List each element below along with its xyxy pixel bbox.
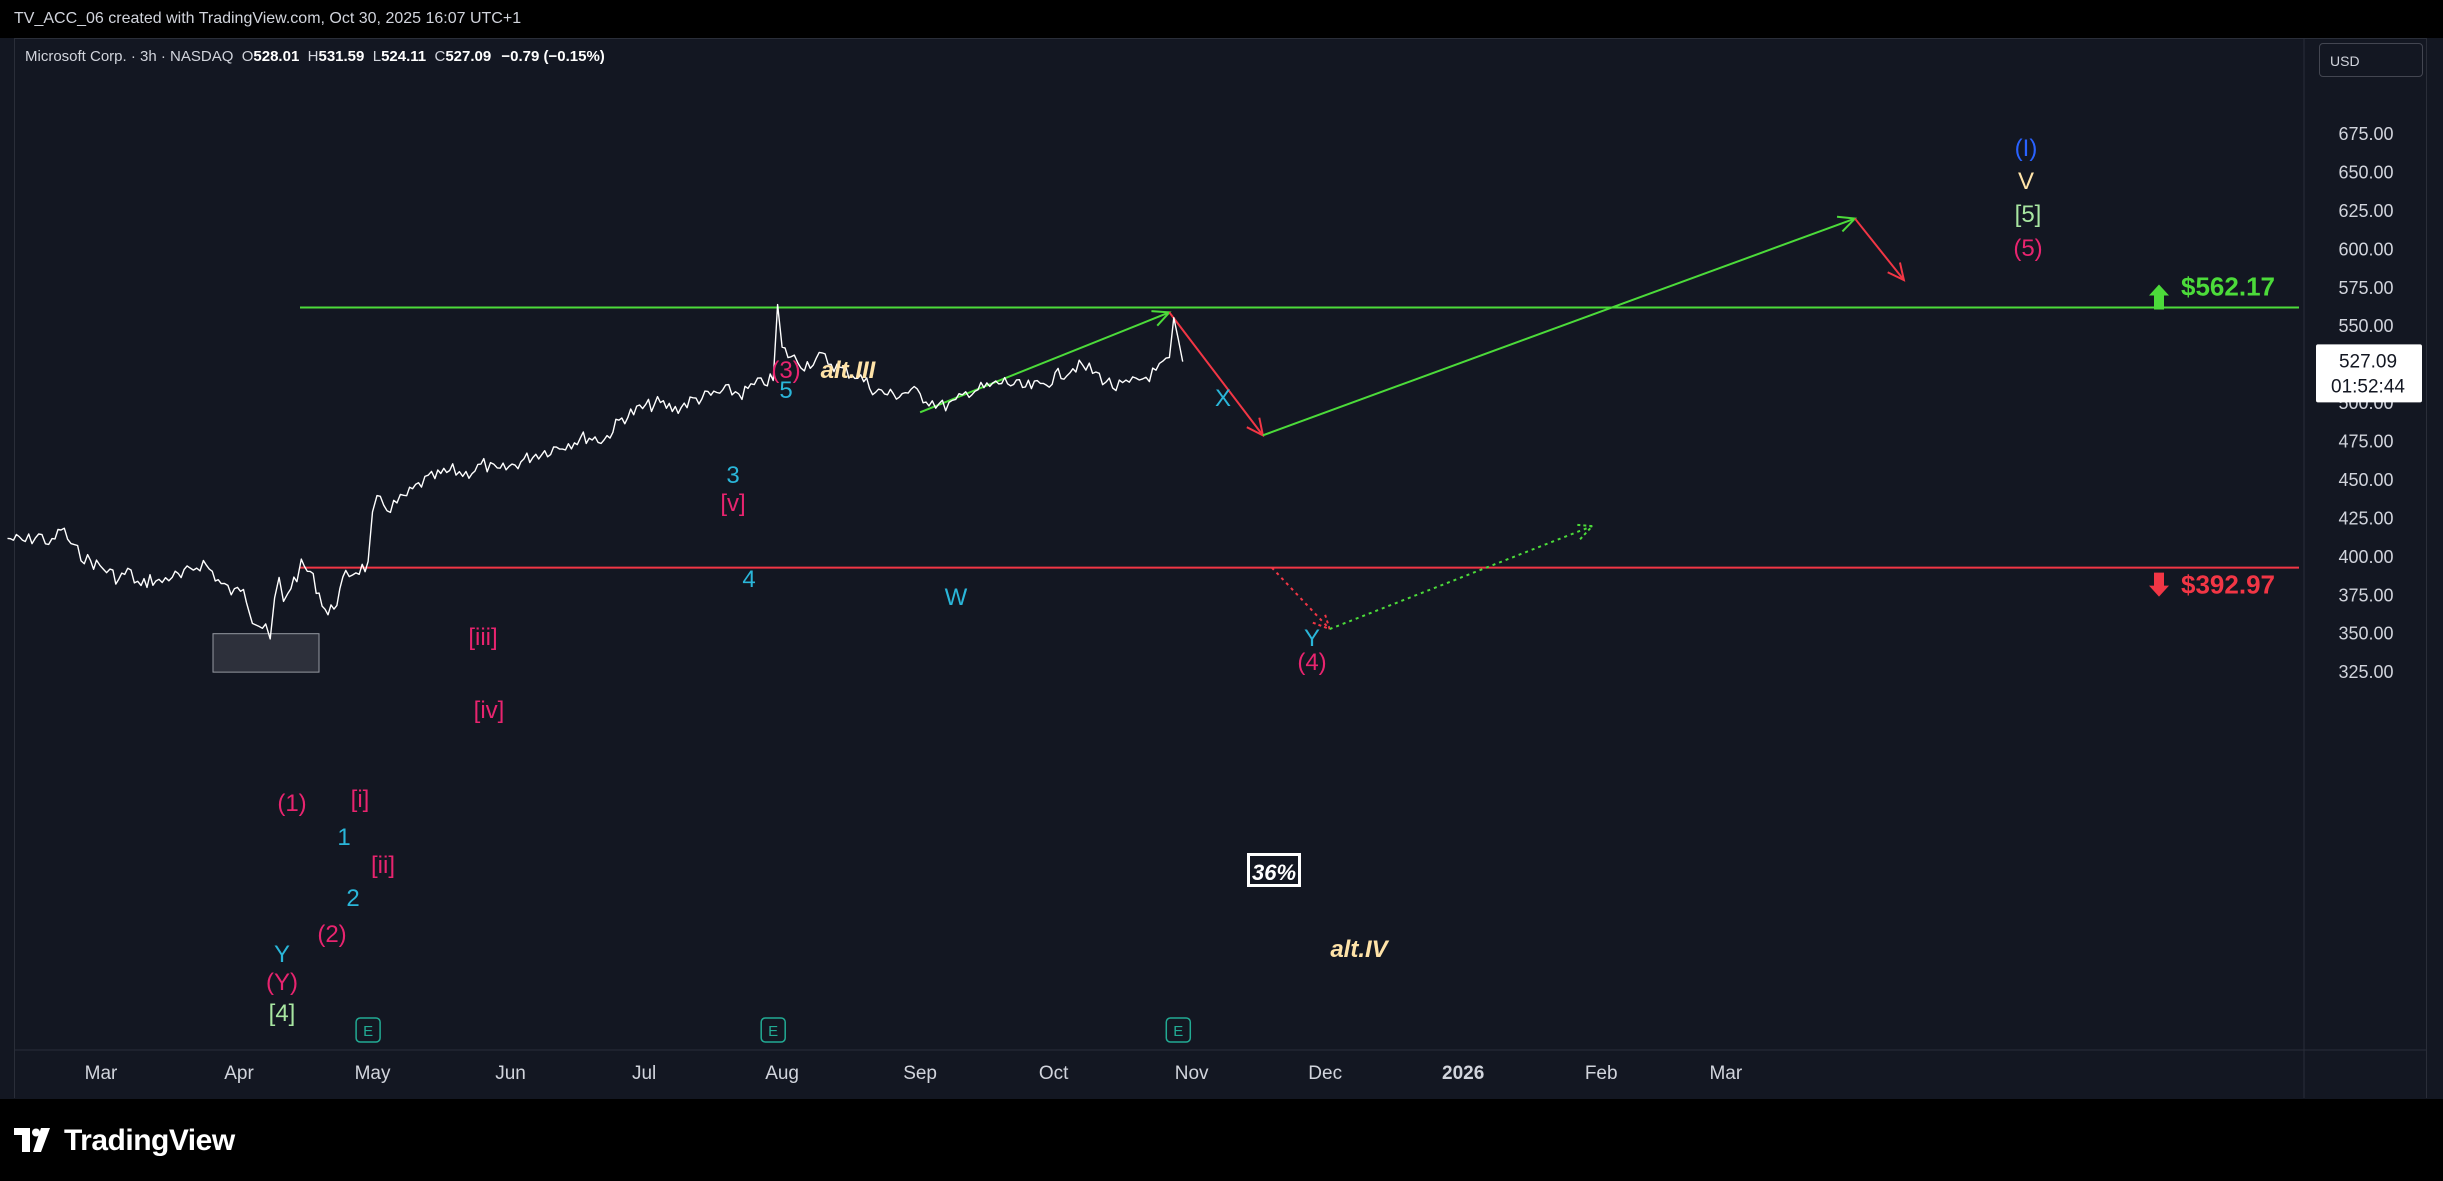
projection-line-1 — [1168, 311, 1264, 436]
earnings-marker — [1165, 1017, 1192, 1043]
percent-box-inner — [1248, 854, 1300, 886]
projection-arrowhead-4 — [1312, 611, 1332, 631]
price-tick-label: 625.00 — [2338, 201, 2393, 221]
wave-label-19: Y — [1304, 625, 1320, 652]
time-tick-label: Oct — [1039, 1063, 1069, 1084]
wave-label-8: (1) — [277, 790, 306, 817]
earnings-marker — [355, 1017, 381, 1043]
earnings-marker-label: E — [768, 1023, 778, 1040]
wave-label-9: [i] — [351, 786, 370, 813]
price-tick-label: 475.00 — [2338, 432, 2393, 452]
price-tick-label: 350.00 — [2338, 624, 2393, 644]
wave-label-0: (3) — [771, 357, 800, 384]
wave-label-18: W — [945, 584, 968, 611]
consolidation-box — [212, 633, 320, 673]
legend-low-value: 524.11 — [381, 48, 427, 65]
wave-label-22: V — [2018, 168, 2034, 195]
earnings-marker — [760, 1017, 786, 1043]
wave-label-7: [iv] — [474, 697, 505, 724]
time-tick-label: 2026 — [1442, 1063, 1484, 1084]
price-tick-label: 425.00 — [2338, 508, 2393, 528]
wave-label-10: 1 — [337, 824, 350, 851]
header-bar: TV_ACC_06 created with TradingView.com, … — [0, 0, 2443, 38]
legend-high-label: H — [307, 48, 319, 65]
legend-high-value: 531.59 — [318, 48, 365, 65]
current-price-badge — [2316, 344, 2422, 403]
wave-label-21: (I) — [2015, 135, 2038, 162]
current-price-value: 527.09 — [2339, 351, 2397, 372]
legend-low-label: L — [372, 48, 382, 65]
wave-label-13: (2) — [317, 921, 346, 948]
projection-line-5 — [1329, 525, 1593, 631]
wave-label-25: alt.IV — [1330, 936, 1389, 963]
wave-label-4: [v] — [720, 490, 745, 517]
projection-line-0 — [919, 311, 1170, 414]
time-tick-label: Mar — [85, 1063, 118, 1084]
wave-label-20: (4) — [1297, 649, 1326, 676]
time-tick-label: Jul — [632, 1063, 656, 1084]
percent-label: 36% — [1252, 860, 1296, 885]
legend-open-label: O — [241, 48, 254, 65]
time-tick-label: Nov — [1175, 1063, 1209, 1084]
price-tick-label: 650.00 — [2338, 162, 2393, 182]
legend-symbol: Microsoft Corp. · 3h · NASDAQ — [25, 48, 234, 65]
level-arrow-down-icon — [2149, 572, 2169, 597]
wave-label-2: 5 — [779, 377, 792, 404]
wave-label-24: (5) — [2013, 235, 2042, 262]
earnings-marker-label: E — [363, 1023, 373, 1040]
price-tick-label: 450.00 — [2338, 470, 2393, 490]
currency-selector[interactable]: USD — [2319, 43, 2423, 77]
time-tick-label: Sep — [903, 1063, 937, 1084]
tradingview-logo[interactable]: TradingView — [14, 1121, 235, 1161]
level-label-red: $392.97 — [2181, 570, 2275, 600]
brand-name: TradingView — [64, 1124, 235, 1157]
wave-label-6: [iii] — [468, 624, 497, 651]
header-title: TV_ACC_06 created with TradingView.com, … — [14, 10, 522, 27]
wave-label-5: 4 — [742, 566, 755, 593]
legend-open-value: 528.01 — [253, 48, 300, 65]
time-tick-label: Aug — [765, 1063, 799, 1084]
projection-arrowhead-3 — [1887, 262, 1906, 282]
projection-line-2 — [1262, 217, 1856, 437]
legend-change: −0.79 (−0.15%) — [501, 48, 605, 65]
price-tick-label: 550.00 — [2338, 316, 2393, 336]
footer-bar: TradingView — [0, 1099, 2443, 1181]
legend-close-label: C — [434, 48, 446, 65]
time-tick-label: Jun — [495, 1063, 526, 1084]
price-line — [7, 303, 1184, 640]
wave-label-23: [5] — [2015, 201, 2042, 228]
current-price-countdown: 01:52:44 — [2331, 376, 2405, 397]
price-tick-label: 575.00 — [2338, 278, 2393, 298]
price-tick-label: 400.00 — [2338, 547, 2393, 567]
projection-arrowhead-5 — [1574, 523, 1595, 540]
price-tick-label: 675.00 — [2338, 124, 2393, 144]
price-tick-label: 375.00 — [2338, 585, 2393, 605]
time-tick-label: Feb — [1585, 1063, 1618, 1084]
wave-label-1: alt.III — [821, 357, 877, 384]
legend-close-value: 527.09 — [445, 48, 492, 65]
wave-label-15: (Y) — [266, 969, 298, 996]
price-tick-label: 600.00 — [2338, 239, 2393, 259]
wave-label-12: 2 — [346, 885, 359, 912]
tradingview-logo-icon — [14, 1128, 50, 1152]
projection-line-4 — [1271, 566, 1331, 630]
wave-label-17: X — [1215, 385, 1231, 412]
wave-label-11: [ii] — [371, 852, 395, 879]
earnings-marker-label: E — [1173, 1023, 1183, 1040]
level-label-green: $562.17 — [2181, 271, 2275, 301]
time-tick-label: Mar — [1709, 1063, 1742, 1084]
price-tick-label: 325.00 — [2338, 662, 2393, 682]
symbol-legend: Microsoft Corp. · 3h · NASDAQ O528.01 H5… — [25, 48, 605, 65]
time-tick-label: May — [355, 1063, 391, 1084]
wave-label-3: 3 — [726, 462, 739, 489]
level-arrow-up-icon — [2149, 284, 2169, 310]
time-tick-label: Dec — [1308, 1063, 1342, 1084]
projection-line-3 — [1854, 217, 1905, 281]
wave-label-16: [4] — [269, 1000, 296, 1027]
wave-label-14: Y — [274, 941, 290, 968]
time-tick-label: Apr — [224, 1063, 254, 1084]
